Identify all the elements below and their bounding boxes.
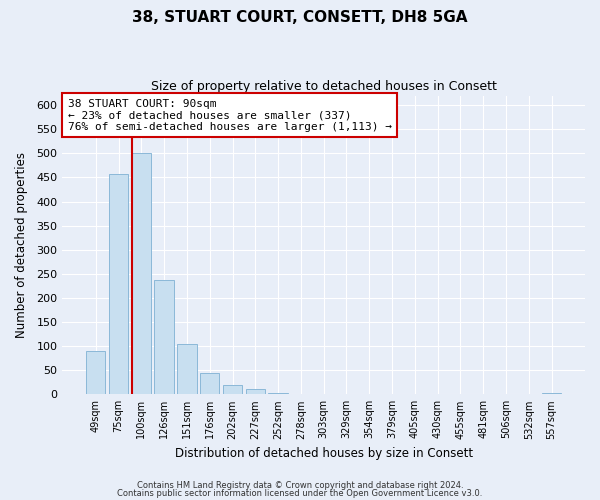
Bar [200, 372, 220, 394]
Bar [223, 384, 242, 394]
Bar [245, 390, 265, 394]
X-axis label: Distribution of detached houses by size in Consett: Distribution of detached houses by size … [175, 447, 473, 460]
Text: Contains HM Land Registry data © Crown copyright and database right 2024.: Contains HM Land Registry data © Crown c… [137, 481, 463, 490]
Title: Size of property relative to detached houses in Consett: Size of property relative to detached ho… [151, 80, 497, 93]
Text: Contains public sector information licensed under the Open Government Licence v3: Contains public sector information licen… [118, 488, 482, 498]
Text: 38 STUART COURT: 90sqm
← 23% of detached houses are smaller (337)
76% of semi-de: 38 STUART COURT: 90sqm ← 23% of detached… [68, 98, 392, 132]
Bar [131, 154, 151, 394]
Bar [177, 344, 197, 394]
Y-axis label: Number of detached properties: Number of detached properties [15, 152, 28, 338]
Bar [154, 280, 174, 394]
Bar [86, 351, 106, 395]
Bar [109, 174, 128, 394]
Text: 38, STUART COURT, CONSETT, DH8 5GA: 38, STUART COURT, CONSETT, DH8 5GA [132, 10, 468, 25]
